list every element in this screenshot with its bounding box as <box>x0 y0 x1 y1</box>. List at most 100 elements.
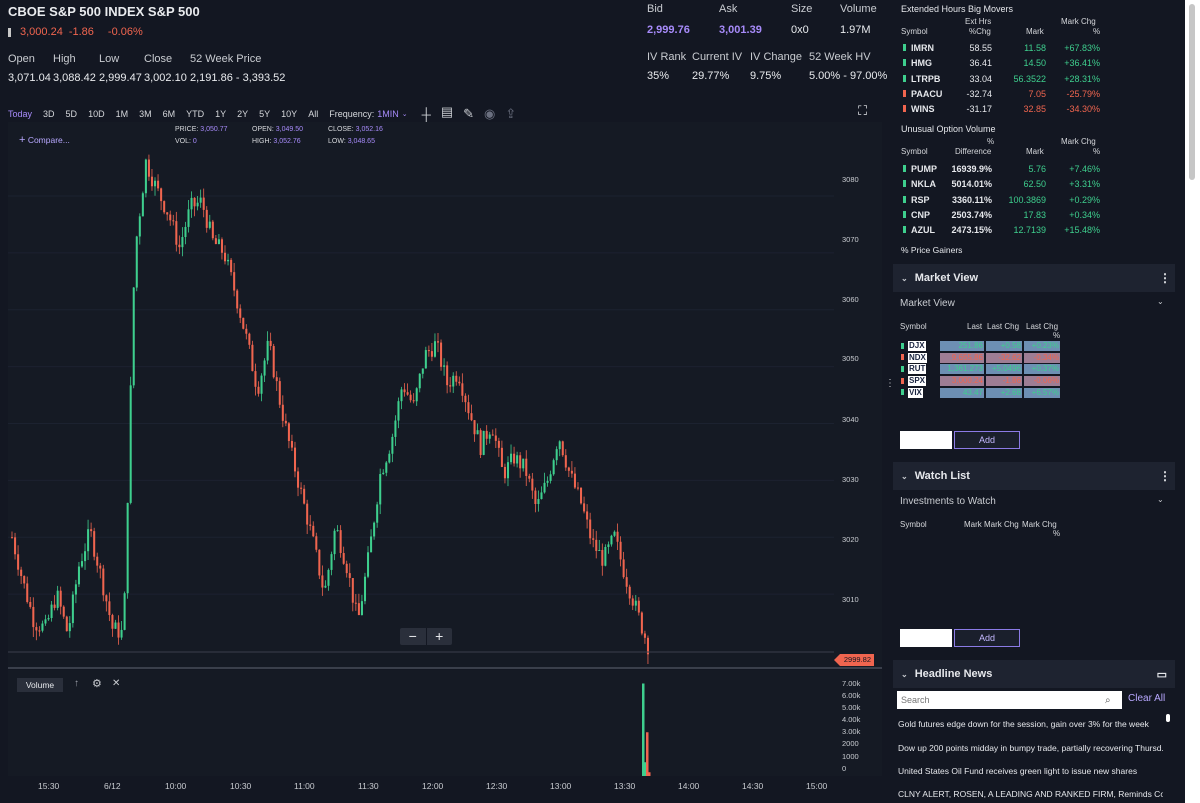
watch-list-select[interactable]: Investments to Watch <box>900 496 996 507</box>
mv-symbol[interactable]: NDX <box>908 352 927 363</box>
news-item[interactable]: Dow up 200 points midday in bumpy trade,… <box>898 743 1163 753</box>
candle <box>190 191 193 218</box>
more-icon[interactable]: ⋮ <box>1159 271 1171 285</box>
range-3d[interactable]: 3D <box>43 109 55 119</box>
candle <box>564 449 567 471</box>
monitor-icon[interactable]: ▭ <box>1156 668 1167 681</box>
chevron-down-icon[interactable]: ⌄ <box>1157 297 1164 306</box>
compare-button[interactable]: + Compare... <box>19 134 70 146</box>
bm-symbol[interactable]: HMG <box>911 58 932 69</box>
indicator-icon[interactable]: ▤ <box>440 104 454 124</box>
frequency-select[interactable]: 1MIN <box>377 109 399 119</box>
page-scroll-thumb[interactable] <box>1189 4 1195 180</box>
range-5d[interactable]: 5D <box>65 109 78 119</box>
range-ytd[interactable]: YTD <box>186 109 205 119</box>
add-button[interactable]: Add <box>954 431 1020 449</box>
page-scrollbar[interactable] <box>1185 0 1200 803</box>
mv-symbol[interactable]: VIX <box>908 387 923 398</box>
studies-icon[interactable]: ◉ <box>484 106 496 121</box>
chevron-down-icon[interactable]: ⌄ <box>1157 495 1164 504</box>
close-icon[interactable]: ✕ <box>112 678 121 689</box>
range-1m[interactable]: 1M <box>115 109 129 119</box>
vol-tick-label: 2000 <box>842 739 859 749</box>
watch-symbol-input[interactable] <box>900 629 952 647</box>
headline-news-header[interactable]: ⌄ Headline News ▭ <box>893 660 1175 688</box>
search-icon[interactable]: ⌕ <box>1105 694 1111 706</box>
x-tick-label: 13:00 <box>550 781 572 791</box>
news-item[interactable]: Gold futures edge down for the session, … <box>898 719 1149 729</box>
market-view-header[interactable]: ⌄ Market View ⋮ <box>893 264 1175 292</box>
range-5y[interactable]: 5Y <box>259 109 271 119</box>
candle <box>403 383 406 397</box>
pane-divider[interactable] <box>8 667 882 669</box>
mv-last: 251.86 <box>940 341 984 351</box>
range-6m[interactable]: 6M <box>162 109 176 119</box>
chevron-down-icon[interactable]: ⌄ <box>901 669 908 679</box>
mv-symbol[interactable]: SPX <box>908 376 927 387</box>
candle-body <box>370 536 373 553</box>
arrow-up-icon[interactable]: ↑ <box>74 678 79 689</box>
candle-body <box>580 487 583 504</box>
uv-symbol[interactable]: NKLA <box>911 179 936 190</box>
more-icon[interactable]: ⋮ <box>1159 469 1171 483</box>
candle-body <box>446 365 449 386</box>
uv-symbol[interactable]: AZUL <box>911 225 935 236</box>
bm-symbol[interactable]: IMRN <box>911 43 934 53</box>
candle <box>479 428 482 458</box>
candle <box>382 469 385 475</box>
iv-change-label: IV Change <box>750 51 802 63</box>
zoom-out-button[interactable]: − <box>400 628 427 645</box>
y-tick-label: 3030 <box>842 475 859 484</box>
range-10d[interactable]: 10D <box>88 109 105 119</box>
news-scroll-thumb[interactable] <box>1166 714 1170 722</box>
price-chart[interactable] <box>8 122 882 668</box>
mv-symbol[interactable]: RUT <box>908 364 927 375</box>
fullscreen-icon[interactable]: ⛶ <box>858 103 868 118</box>
candle-body <box>202 197 205 210</box>
candle-body <box>132 287 135 386</box>
row-indicator <box>901 377 904 384</box>
y-tick-label: 3080 <box>842 175 859 184</box>
panel-resize-handle[interactable]: ⋮ <box>885 378 895 389</box>
range-2y[interactable]: 2Y <box>237 109 249 119</box>
candle-body <box>257 386 260 394</box>
vol-tick-label: 6.00k <box>842 691 861 701</box>
candle <box>525 450 528 487</box>
candle <box>583 496 586 514</box>
pencil-icon[interactable]: ✎ <box>463 106 475 121</box>
candle-body <box>90 529 93 532</box>
watch-add-button[interactable]: Add <box>954 629 1020 647</box>
bm-symbol[interactable]: LTRPB <box>911 73 941 84</box>
candle-body <box>321 575 324 588</box>
gear-icon[interactable]: ⚙ <box>92 678 102 690</box>
crosshair-icon[interactable]: ┼ <box>421 106 431 122</box>
chevron-down-icon[interactable]: ⌄ <box>401 111 408 118</box>
range-3m[interactable]: 3M <box>139 109 152 119</box>
uv-symbol[interactable]: RSP <box>911 194 930 205</box>
candle <box>446 361 449 394</box>
candle <box>93 527 96 561</box>
range-1y[interactable]: 1Y <box>215 109 227 119</box>
news-search-input[interactable] <box>901 695 1101 705</box>
chevron-down-icon[interactable]: ⌄ <box>901 273 908 283</box>
uv-symbol[interactable]: CNP <box>911 209 931 220</box>
mv-symbol[interactable]: DJX <box>908 341 926 351</box>
bm-symbol[interactable]: PAACU <box>911 88 943 99</box>
share-icon[interactable]: ⇪ <box>505 106 517 121</box>
bm-symbol[interactable]: WINS <box>911 104 935 115</box>
zoom-in-button[interactable]: + <box>435 628 444 644</box>
uv-symbol[interactable]: PUMP <box>911 164 938 174</box>
news-search-box[interactable]: ⌕ <box>897 691 1122 709</box>
clear-all-link[interactable]: Clear All <box>1128 693 1166 704</box>
chevron-down-icon[interactable]: ⌄ <box>901 471 908 481</box>
symbol-input[interactable] <box>900 431 952 449</box>
watch-list-header[interactable]: ⌄ Watch List ⋮ <box>893 462 1175 490</box>
range-today[interactable]: Today <box>8 109 33 119</box>
candle <box>47 614 50 621</box>
news-item[interactable]: United States Oil Fund receives green li… <box>898 766 1138 776</box>
news-item[interactable]: CLNY ALERT, ROSEN, A LEADING AND RANKED … <box>898 789 1163 799</box>
range-all[interactable]: All <box>308 109 319 119</box>
market-view-select[interactable]: Market View <box>900 298 955 309</box>
range-10y[interactable]: 10Y <box>281 109 298 119</box>
mv-col-lastchg: Last Chg <box>987 322 1020 331</box>
